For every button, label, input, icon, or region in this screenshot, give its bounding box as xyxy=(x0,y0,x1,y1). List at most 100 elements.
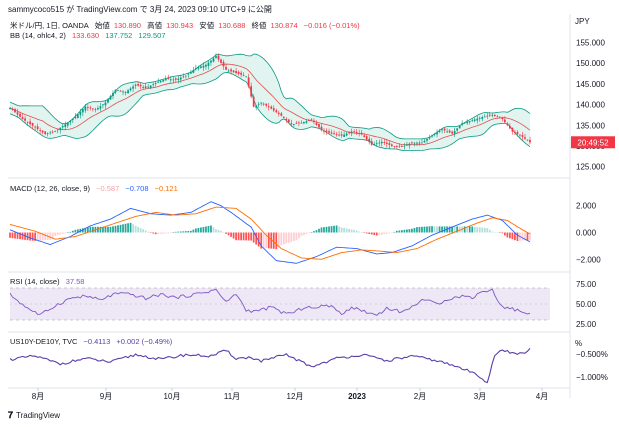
macd-histogram-bar xyxy=(506,232,509,238)
candle-body xyxy=(149,85,152,88)
macd-histogram-bar xyxy=(315,230,318,233)
time-axis-tick: 8月 xyxy=(32,392,44,401)
candle-body xyxy=(265,103,268,106)
candle-body xyxy=(451,131,454,134)
macd-histogram-bar xyxy=(26,232,29,241)
macd-histogram-bar xyxy=(476,227,479,233)
candle-body xyxy=(132,86,134,89)
candle-body xyxy=(245,76,248,78)
candle-body xyxy=(511,127,514,132)
rsi-name[interactable]: RSI (14, close) xyxy=(10,277,60,286)
time-axis-tick: 4月 xyxy=(536,392,548,401)
candle-body xyxy=(184,75,187,77)
candle-body xyxy=(478,117,481,119)
candle-body xyxy=(250,86,253,97)
macd-histogram-bar xyxy=(466,226,469,233)
candle-body xyxy=(162,79,165,82)
macd-histogram-bar xyxy=(353,229,356,233)
macd-line xyxy=(9,201,531,264)
macd-histogram-bar xyxy=(388,232,391,234)
rsi-legend: RSI (14, close) 37.58 xyxy=(10,277,88,286)
candle-body xyxy=(189,71,192,74)
macd-histogram-bar xyxy=(436,226,438,233)
macd-histogram-bar xyxy=(127,223,129,233)
macd-histogram-bar xyxy=(222,232,225,233)
candle-body xyxy=(34,126,36,128)
macd-histogram-bar xyxy=(172,232,175,233)
macd-histogram-bar xyxy=(49,232,52,240)
macd-histogram-bar xyxy=(292,232,295,242)
bb-lower-line xyxy=(9,72,531,151)
macd-histogram-bar xyxy=(473,226,476,233)
macd-histogram-bar xyxy=(305,232,308,235)
macd-histogram-bar xyxy=(333,225,335,233)
macd-histogram-bar xyxy=(71,230,74,233)
candle-body xyxy=(232,70,235,73)
low-value: 130.688 xyxy=(218,21,246,30)
macd-histogram-bar xyxy=(330,226,333,233)
macd-histogram-bar xyxy=(398,230,401,233)
macd-histogram-bar xyxy=(227,232,230,236)
bb-basis-line xyxy=(9,63,531,146)
last-price-tag xyxy=(571,136,615,149)
candle-body xyxy=(519,134,521,136)
candle-body xyxy=(114,89,117,93)
macd-histogram-bar xyxy=(373,232,376,236)
macd-histogram-bar xyxy=(338,226,340,233)
macd-histogram-bar xyxy=(232,232,235,239)
macd-histogram-bar xyxy=(303,232,305,236)
macd-histogram-bar xyxy=(51,232,54,238)
macd-histogram-bar xyxy=(461,226,464,233)
footer-brand[interactable]: TradingView xyxy=(16,411,61,420)
macd-histogram-bar xyxy=(64,232,67,234)
macd-histogram-bar xyxy=(340,227,343,233)
macd-histogram-bar xyxy=(107,226,109,233)
candle-body xyxy=(305,121,308,123)
candle-body xyxy=(338,134,340,136)
macd-histogram-bar xyxy=(46,232,49,241)
macd-histogram-bar xyxy=(197,227,200,233)
bb-name[interactable]: BB (14, ohlc4, 2) xyxy=(10,31,66,40)
us10-line xyxy=(9,348,531,384)
macd-histogram-bar xyxy=(350,229,353,233)
macd-histogram-bar xyxy=(257,232,260,247)
candle-body xyxy=(330,132,333,134)
candle-body xyxy=(36,126,39,130)
macd-histogram-bar xyxy=(97,226,99,233)
candle-body xyxy=(240,72,242,75)
macd-name[interactable]: MACD (12, 26, close, 9) xyxy=(10,184,91,193)
symbol-label[interactable]: 米ドル/円, 1日, OANDA xyxy=(10,21,89,30)
candle-body xyxy=(433,133,436,135)
macd-histogram-bar xyxy=(318,228,320,233)
candle-body xyxy=(99,106,102,109)
tradingview-logo-icon[interactable]: 𝟕 xyxy=(8,410,14,420)
low-label: 安値 xyxy=(199,21,215,30)
us10-name[interactable]: US10Y-DE10Y, TVC xyxy=(10,337,78,346)
macd-histogram-bar xyxy=(328,226,330,233)
macd-histogram-bar xyxy=(24,232,26,240)
candle-body xyxy=(112,92,114,97)
macd-hist-value: −0.587 xyxy=(96,184,120,193)
candle-body xyxy=(360,132,363,135)
macd-histogram-bar xyxy=(325,226,328,233)
candle-body xyxy=(398,145,401,147)
macd-histogram-bar xyxy=(79,228,82,233)
macd-histogram-bar xyxy=(34,232,36,241)
macd-histogram-bar xyxy=(207,225,210,233)
candle-body xyxy=(476,118,479,121)
candle-body xyxy=(335,134,338,136)
candle-body xyxy=(491,114,494,116)
rsi-axis-tick: 25.00 xyxy=(576,320,597,329)
candle-body xyxy=(267,106,270,108)
candle-body xyxy=(270,106,273,109)
macd-histogram-bar xyxy=(408,229,411,233)
macd-histogram-bar xyxy=(129,222,132,233)
candle-body xyxy=(468,121,471,123)
candle-body xyxy=(174,78,177,80)
macd-histogram-bar xyxy=(290,232,293,242)
candle-body xyxy=(94,109,97,110)
candle-body xyxy=(142,87,145,88)
macd-histogram-bar xyxy=(220,230,222,233)
candle-body xyxy=(39,130,42,131)
candle-body xyxy=(446,131,448,133)
